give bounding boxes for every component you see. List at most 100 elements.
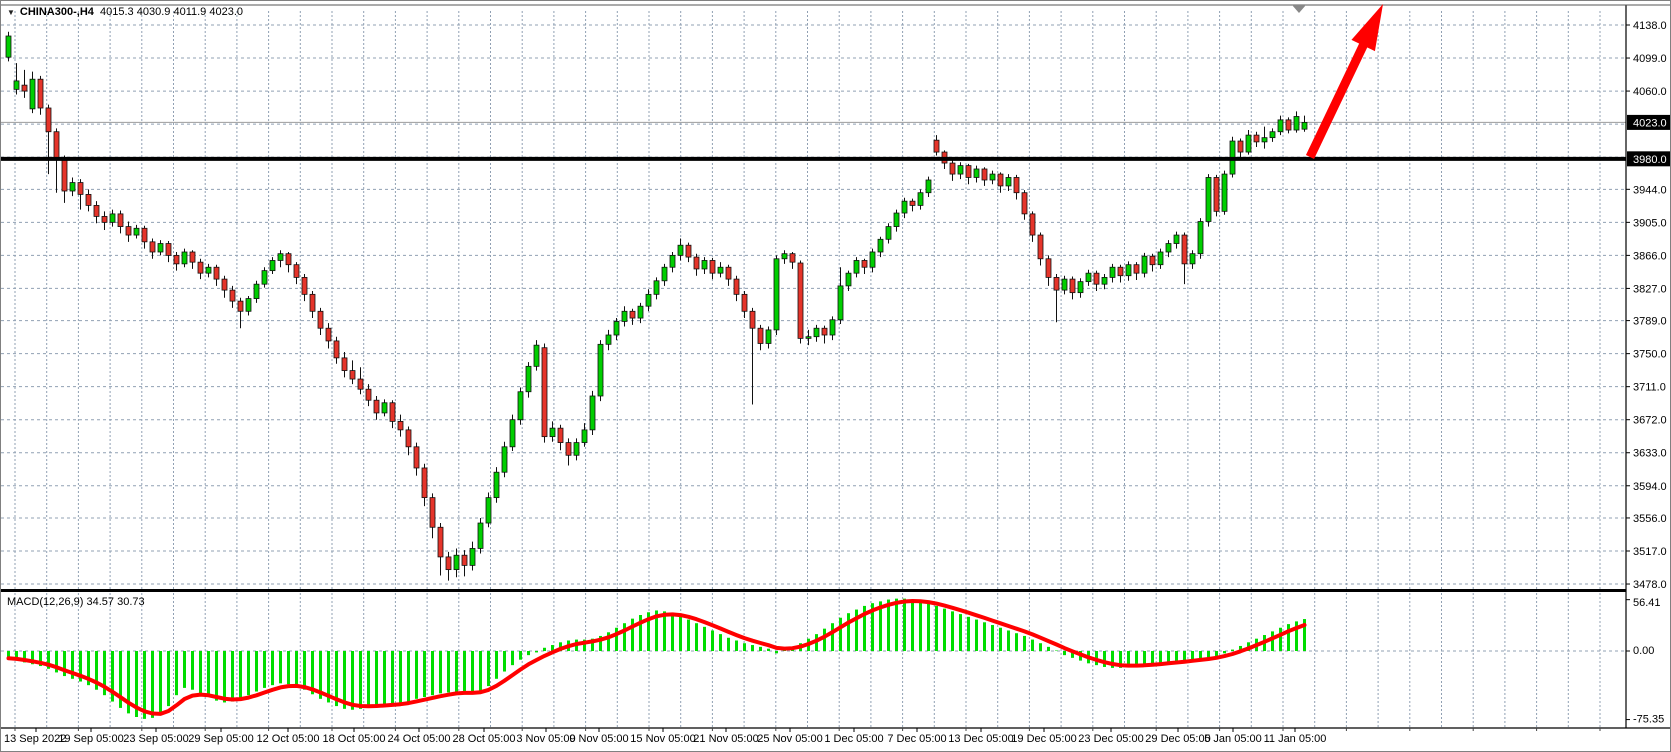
- price-axis-label: 3827.0: [1633, 283, 1667, 295]
- candle-body-down: [301, 277, 308, 295]
- candle-body-up: [605, 334, 612, 345]
- candle-body-up: [1277, 119, 1284, 133]
- candle-body-down: [1253, 134, 1260, 143]
- candle-body-up: [1077, 281, 1084, 294]
- candle-body-up: [957, 165, 964, 175]
- time-axis-label: 18 Oct 05:00: [323, 733, 386, 745]
- candle-body-up: [181, 251, 188, 265]
- vertical-gridlines: [14, 11, 1601, 728]
- candle-body-up: [13, 80, 20, 90]
- candle-body-down: [429, 497, 436, 528]
- candle-body-down: [797, 262, 804, 339]
- candle-body-up: [917, 192, 924, 206]
- candle-body-down: [21, 84, 28, 92]
- time-axis-label: 13 Dec 05:00: [948, 733, 1013, 745]
- candle-body-up: [157, 243, 164, 253]
- time-axis-label: 24 Oct 05:00: [388, 733, 451, 745]
- candle-body-up: [493, 471, 500, 499]
- candle-body-down: [749, 310, 756, 329]
- candle-body-up: [581, 429, 588, 443]
- candle-body-up: [1005, 177, 1012, 187]
- candle-body-down: [405, 429, 412, 448]
- candle-body-down: [45, 107, 52, 133]
- candle-body-down: [741, 293, 748, 312]
- candle-body-up: [701, 260, 708, 270]
- time-axis-label: 21 Nov 05:00: [693, 733, 758, 745]
- macd-axis-label: 56.41: [1633, 597, 1661, 609]
- candle-body-down: [1133, 264, 1140, 274]
- trend-arrow-shaft[interactable]: [1305, 38, 1370, 159]
- candle-body-down: [445, 556, 452, 571]
- candle-body-down: [237, 300, 244, 312]
- time-axis-label: 23 Dec 05:00: [1078, 733, 1143, 745]
- candle-body-down: [965, 165, 972, 178]
- candle-body-up: [1269, 131, 1276, 139]
- panel-divider[interactable]: [1, 589, 1626, 592]
- price-axis-label: 3750.0: [1633, 349, 1667, 361]
- candle-body-up: [485, 497, 492, 524]
- candle-body-up: [653, 280, 660, 295]
- candle-body-down: [341, 357, 348, 371]
- candle-body-down: [757, 327, 764, 344]
- price-axis[interactable]: 4138.0 4099.0 4060.0 3944.0 3905.0 3866.0 3827…: [1626, 20, 1671, 726]
- candle-body-down: [541, 347, 548, 438]
- candle-body-down: [397, 420, 404, 431]
- macd-axis-label: -75.35: [1633, 714, 1664, 726]
- candle-body-down: [149, 241, 156, 253]
- candle-body-up: [813, 327, 820, 338]
- candle-body-up: [669, 254, 676, 268]
- candle-body-up: [245, 298, 252, 312]
- candle-body-up: [133, 227, 140, 236]
- price-axis-label: 4060.0: [1633, 86, 1667, 98]
- price-tag: [1627, 151, 1670, 167]
- macd-signal-value: 30.73: [117, 596, 145, 608]
- candle-body-down: [77, 182, 84, 195]
- symbol-dropdown-icon[interactable]: ▼: [7, 7, 15, 17]
- candle-body-down: [365, 388, 372, 401]
- time-axis-label: 7 Dec 05:00: [887, 733, 946, 745]
- candle-body-down: [437, 526, 444, 558]
- candle-body-down: [693, 256, 700, 270]
- candle-body-up: [477, 522, 484, 549]
- candle-body-up: [1173, 234, 1180, 244]
- price-axis-label: 3866.0: [1633, 250, 1667, 262]
- candle-body-up: [717, 266, 724, 274]
- candle-body-up: [269, 260, 276, 272]
- candle-body-up: [205, 266, 212, 274]
- candle-body-down: [85, 193, 92, 206]
- candle-body-down: [1029, 213, 1036, 236]
- candle-body-down: [685, 244, 692, 258]
- candle-body-up: [253, 283, 260, 299]
- price-axis-label: 3517.0: [1633, 546, 1667, 558]
- candle-body-up: [589, 395, 596, 431]
- candle-body-down: [197, 261, 204, 274]
- bar-close-value: 4023.0: [209, 6, 243, 18]
- chart-shift-marker-icon[interactable]: [1292, 5, 1306, 13]
- macd-axis-label: 0.00: [1633, 645, 1654, 657]
- time-axis-label: 29 Sep 05:00: [188, 733, 253, 745]
- candle-body-up: [1205, 177, 1212, 222]
- candle-body-down: [117, 213, 124, 227]
- candle-body-up: [1141, 255, 1148, 274]
- candle-body-up: [845, 272, 852, 287]
- candle-body-down: [789, 253, 796, 263]
- bar-high-value: 4030.9: [136, 6, 171, 18]
- candle-body-up: [837, 285, 844, 321]
- candle-body-up: [381, 402, 388, 414]
- candle-body-down: [629, 310, 636, 319]
- price-tag-label: 3980.0: [1633, 154, 1667, 166]
- time-axis-label: 3 Nov 05:00: [516, 733, 575, 745]
- time-axis-label: 5 Jan 05:00: [1204, 733, 1262, 745]
- candle-body-down: [293, 264, 300, 278]
- candle-body-down: [1013, 177, 1020, 194]
- candle-body-up: [829, 319, 836, 336]
- candle-body-up: [853, 260, 860, 274]
- candle-body-up: [805, 336, 812, 339]
- candle-body-down: [557, 427, 564, 443]
- trend-arrow-head[interactable]: [1351, 4, 1383, 52]
- candle-body-down: [1069, 278, 1076, 294]
- candle-body-down: [1021, 192, 1028, 215]
